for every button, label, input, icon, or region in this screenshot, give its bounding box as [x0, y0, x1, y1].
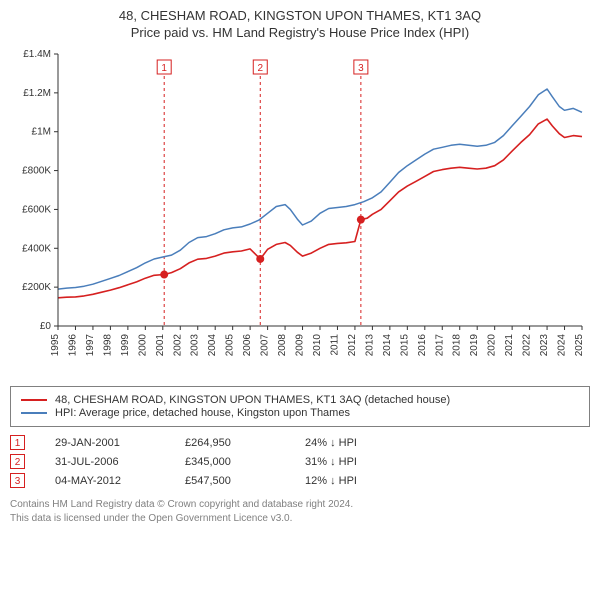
event-diff: 31% ↓ HPI: [305, 456, 425, 468]
event-diff: 24% ↓ HPI: [305, 437, 425, 449]
event-date: 29-JAN-2001: [55, 437, 185, 449]
event-date: 04-MAY-2012: [55, 475, 185, 487]
svg-text:2007: 2007: [260, 334, 271, 357]
legend-item: 48, CHESHAM ROAD, KINGSTON UPON THAMES, …: [21, 394, 579, 406]
event-price: £264,950: [185, 437, 305, 449]
svg-text:£0: £0: [40, 321, 52, 332]
price-chart: £0 £200K £400K £600K £800K £1M £1.2M £1.4M 1995 1…: [10, 48, 590, 378]
svg-text:2008: 2008: [277, 334, 288, 357]
svg-text:1995: 1995: [50, 334, 61, 357]
svg-text:2005: 2005: [225, 334, 236, 357]
legend: 48, CHESHAM ROAD, KINGSTON UPON THAMES, …: [10, 386, 590, 427]
svg-text:2020: 2020: [487, 334, 498, 357]
event-row: 1 29-JAN-2001£264,95024% ↓ HPI: [10, 435, 590, 450]
event-row: 3 04-MAY-2012£547,50012% ↓ HPI: [10, 473, 590, 488]
svg-text:2001: 2001: [155, 334, 166, 357]
svg-text:2004: 2004: [207, 334, 218, 357]
svg-text:2017: 2017: [434, 334, 445, 357]
attribution-line: This data is licensed under the Open Gov…: [10, 512, 590, 526]
svg-text:2021: 2021: [504, 334, 515, 357]
svg-text:1997: 1997: [85, 334, 96, 357]
svg-text:2006: 2006: [242, 334, 253, 357]
svg-text:2011: 2011: [329, 334, 340, 356]
svg-text:2000: 2000: [137, 334, 148, 357]
svg-text:1996: 1996: [67, 334, 78, 357]
svg-text:1: 1: [161, 63, 167, 74]
event-price: £345,000: [185, 456, 305, 468]
svg-text:£600K: £600K: [22, 204, 51, 215]
events-table: 1 29-JAN-2001£264,95024% ↓ HPI 2 31-JUL-200…: [10, 435, 590, 488]
event-badge: 1: [10, 435, 25, 450]
svg-text:2012: 2012: [347, 334, 358, 357]
svg-text:2014: 2014: [382, 334, 393, 357]
svg-text:£1.4M: £1.4M: [23, 49, 51, 60]
svg-text:1998: 1998: [102, 334, 113, 357]
page-subtitle: Price paid vs. HM Land Registry's House …: [10, 25, 590, 40]
event-row: 2 31-JUL-2006£345,00031% ↓ HPI: [10, 454, 590, 469]
svg-text:2025: 2025: [574, 334, 585, 357]
svg-text:£800K: £800K: [22, 166, 51, 177]
svg-text:£200K: £200K: [22, 282, 51, 293]
svg-text:3: 3: [358, 63, 364, 74]
svg-text:2022: 2022: [522, 334, 533, 357]
svg-text:2018: 2018: [452, 334, 463, 357]
svg-text:2013: 2013: [364, 334, 375, 357]
event-diff: 12% ↓ HPI: [305, 475, 425, 487]
attribution: Contains HM Land Registry data © Crown c…: [10, 498, 590, 525]
legend-swatch: [21, 412, 47, 414]
legend-item: HPI: Average price, detached house, King…: [21, 407, 579, 419]
legend-label: 48, CHESHAM ROAD, KINGSTON UPON THAMES, …: [55, 394, 450, 406]
legend-label: HPI: Average price, detached house, King…: [55, 407, 350, 419]
svg-text:£1.2M: £1.2M: [23, 88, 51, 99]
svg-text:£1M: £1M: [32, 127, 51, 138]
attribution-line: Contains HM Land Registry data © Crown c…: [10, 498, 590, 512]
event-badge: 3: [10, 473, 25, 488]
page-title: 48, CHESHAM ROAD, KINGSTON UPON THAMES, …: [10, 8, 590, 23]
svg-text:2009: 2009: [295, 334, 306, 357]
svg-text:2002: 2002: [172, 334, 183, 357]
chart-svg: £0 £200K £400K £600K £800K £1M £1.2M £1.4M 1995 1…: [10, 48, 590, 378]
svg-text:1999: 1999: [120, 334, 131, 357]
svg-text:2019: 2019: [469, 334, 480, 357]
event-price: £547,500: [185, 475, 305, 487]
svg-text:2003: 2003: [190, 334, 201, 357]
svg-text:2023: 2023: [539, 334, 550, 357]
svg-text:£400K: £400K: [22, 243, 51, 254]
legend-swatch: [21, 399, 47, 401]
event-date: 31-JUL-2006: [55, 456, 185, 468]
svg-text:2010: 2010: [312, 334, 323, 357]
event-badge: 2: [10, 454, 25, 469]
svg-text:2: 2: [257, 63, 263, 74]
svg-text:2015: 2015: [399, 334, 410, 357]
svg-text:2024: 2024: [557, 334, 568, 357]
svg-text:2016: 2016: [417, 334, 428, 357]
